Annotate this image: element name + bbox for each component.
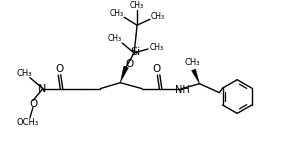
Text: N: N (38, 84, 46, 94)
Text: NH: NH (175, 85, 190, 95)
Text: O: O (153, 64, 161, 74)
Text: CH₃: CH₃ (109, 9, 123, 18)
Polygon shape (191, 69, 199, 84)
Text: CH₃: CH₃ (107, 34, 121, 43)
Text: CH₃: CH₃ (150, 43, 164, 52)
Text: O: O (30, 100, 38, 109)
Text: O: O (125, 59, 133, 69)
Text: CH₃: CH₃ (151, 12, 165, 21)
Text: Si: Si (130, 47, 140, 57)
Polygon shape (120, 66, 129, 83)
Text: OCH₃: OCH₃ (17, 118, 39, 127)
Text: CH₃: CH₃ (185, 58, 200, 67)
Text: O: O (56, 64, 64, 74)
Text: CH₃: CH₃ (130, 1, 144, 10)
Text: CH₃: CH₃ (16, 69, 32, 78)
